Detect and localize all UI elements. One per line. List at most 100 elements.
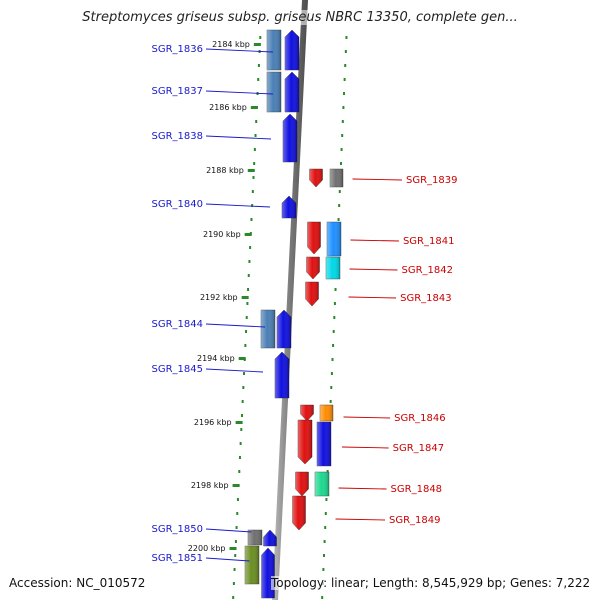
gene-leader-line: [205, 48, 274, 53]
left-rail-dot: [259, 36, 262, 39]
gene-SGR_1838[interactable]: [282, 113, 298, 163]
gene-arrow-shading: [263, 530, 277, 546]
gene-SGR_1843[interactable]: [305, 281, 319, 307]
gene-label[interactable]: SGR_1849: [389, 515, 441, 526]
gene-leader-line: [338, 487, 387, 490]
gene-arrow-shading: [298, 420, 312, 464]
gene-label[interactable]: SGR_1850: [152, 524, 204, 535]
right-rail-dot: [345, 36, 348, 39]
gene-SGR_1842[interactable]: [306, 256, 320, 280]
left-rail-dot: [245, 330, 248, 333]
gene-label[interactable]: SGR_1843: [400, 293, 452, 304]
right-rail-dot: [337, 218, 340, 221]
gene-SGR_1846[interactable]: [300, 404, 314, 422]
gene-arrow-shading: [306, 257, 320, 279]
right-rail-dot: [321, 596, 324, 599]
gene-label[interactable]: SGR_1844: [152, 319, 204, 330]
scale-tick-label: 2194 kbp: [197, 354, 235, 363]
feature-box-shading: [267, 72, 281, 112]
left-rail-dot: [232, 596, 235, 599]
left-rail-dot: [249, 246, 252, 249]
gene-label[interactable]: SGR_1838: [152, 131, 204, 142]
gene-SGR_1840[interactable]: [281, 195, 297, 219]
gene-label[interactable]: SGR_1845: [152, 364, 204, 375]
gene-label[interactable]: SGR_1841: [403, 236, 455, 247]
scale-tick: [235, 421, 243, 424]
gene-arrow-shading: [275, 352, 289, 398]
gene-SGR_1839[interactable]: [309, 168, 323, 188]
left-rail-dot: [239, 442, 242, 445]
right-rail-dot: [326, 470, 329, 473]
gene-arrow-shading: [277, 310, 291, 348]
gene-SGR_1851[interactable]: [261, 547, 275, 599]
gene-SGR_1837[interactable]: [284, 71, 300, 113]
scale-tick: [253, 43, 261, 46]
gene-leader-line: [348, 296, 397, 299]
label-layer: SGR_1836 SGR_1837 SGR_1838 SGR_1839 SGR_1840…: [152, 44, 458, 564]
right-rail-dot: [338, 190, 341, 193]
gene-arrow-shading: [309, 169, 323, 187]
scale-tick: [247, 169, 255, 172]
left-rail-dot: [248, 260, 251, 263]
scale-tick-label: 2188 kbp: [206, 166, 244, 175]
left-rail-dot: [243, 372, 246, 375]
right-rail-dot: [324, 512, 327, 515]
genome-title: Streptomyces griseus subsp. griseus NBRC…: [0, 10, 600, 25]
right-rail-dot: [322, 554, 325, 557]
left-rail-dot: [242, 386, 245, 389]
scale-tick-label: 2192 kbp: [200, 293, 238, 302]
left-rail-dot: [251, 204, 254, 207]
gene-label[interactable]: SGR_1839: [406, 175, 458, 186]
left-rail-dot: [253, 148, 256, 151]
gene-SGR_1849[interactable]: [292, 495, 306, 531]
right-rail-dot: [344, 64, 347, 67]
scale-tick-label: 2198 kbp: [191, 481, 229, 490]
left-rail-dot: [241, 400, 244, 403]
left-rail-dot: [232, 582, 235, 585]
scale-tick: [229, 547, 237, 550]
feature-box-shading: [317, 422, 331, 466]
gene-arrow-shading: [295, 472, 309, 496]
scale-tick: [232, 484, 240, 487]
gene-SGR_1836[interactable]: [284, 29, 300, 71]
gene-label[interactable]: SGR_1836: [152, 44, 204, 55]
left-rail-dot: [246, 302, 249, 305]
gene-label[interactable]: SGR_1848: [391, 484, 443, 495]
gene-SGR_1841[interactable]: [307, 221, 321, 255]
gene-label[interactable]: SGR_1846: [394, 413, 446, 424]
right-rail-dot: [333, 302, 336, 305]
gene-leader-line: [205, 90, 274, 95]
gene-SGR_1850[interactable]: [263, 529, 277, 547]
scale-tick-label: 2184 kbp: [212, 40, 250, 49]
left-rail-dot: [251, 190, 254, 193]
gene-SGR_1847[interactable]: [297, 419, 313, 465]
gene-arrow-shading: [282, 196, 296, 218]
accession-text: Accession: NC_010572: [9, 576, 146, 590]
gene-leader-line: [205, 557, 250, 562]
feature-box-shading: [327, 222, 341, 256]
gene-arrow-shading: [307, 222, 321, 254]
gene-leader-line: [349, 268, 398, 271]
gene-label[interactable]: SGR_1851: [152, 553, 204, 564]
feature-box-shading: [320, 405, 333, 421]
right-rail-dot: [334, 288, 337, 291]
gene-label[interactable]: SGR_1840: [152, 199, 204, 210]
scale-tick-label: 2190 kbp: [203, 230, 241, 239]
gene-arrow-shading: [261, 548, 275, 598]
gene-SGR_1844[interactable]: [276, 309, 292, 349]
right-rail-dot: [343, 78, 346, 81]
scale-tick: [238, 357, 246, 360]
right-rail-dot: [341, 120, 344, 123]
gene-label[interactable]: SGR_1847: [393, 443, 445, 454]
right-rail-dot: [338, 204, 341, 207]
gene-SGR_1848[interactable]: [295, 471, 309, 497]
right-rail-dot: [324, 526, 327, 529]
gene-arrow-shading: [292, 496, 306, 530]
gene-leader-line: [350, 239, 399, 242]
gene-label[interactable]: SGR_1837: [152, 86, 204, 97]
gene-label[interactable]: SGR_1842: [402, 265, 454, 276]
right-rail-dot: [344, 50, 347, 53]
gene-SGR_1845[interactable]: [274, 351, 290, 399]
